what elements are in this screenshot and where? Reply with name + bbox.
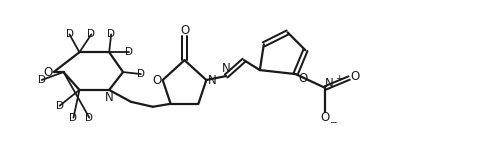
Text: D: D xyxy=(85,113,94,123)
Text: D: D xyxy=(38,75,46,85)
Text: D: D xyxy=(137,69,145,79)
Text: N: N xyxy=(208,74,217,87)
Text: O: O xyxy=(351,69,360,83)
Text: D: D xyxy=(70,113,77,123)
Text: N: N xyxy=(325,77,334,90)
Text: D: D xyxy=(56,101,64,111)
Text: +: + xyxy=(336,74,343,82)
Text: O: O xyxy=(43,66,52,79)
Text: D: D xyxy=(107,29,115,39)
Text: O: O xyxy=(299,72,308,85)
Text: D: D xyxy=(66,29,74,39)
Text: O: O xyxy=(320,111,330,124)
Text: N: N xyxy=(105,91,113,104)
Text: D: D xyxy=(87,29,95,39)
Text: O: O xyxy=(152,74,161,87)
Text: −: − xyxy=(330,117,337,126)
Text: O: O xyxy=(180,24,189,37)
Text: N: N xyxy=(222,62,230,75)
Text: D: D xyxy=(125,47,133,57)
